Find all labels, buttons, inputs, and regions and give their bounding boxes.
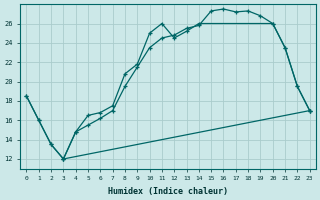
X-axis label: Humidex (Indice chaleur): Humidex (Indice chaleur) (108, 187, 228, 196)
